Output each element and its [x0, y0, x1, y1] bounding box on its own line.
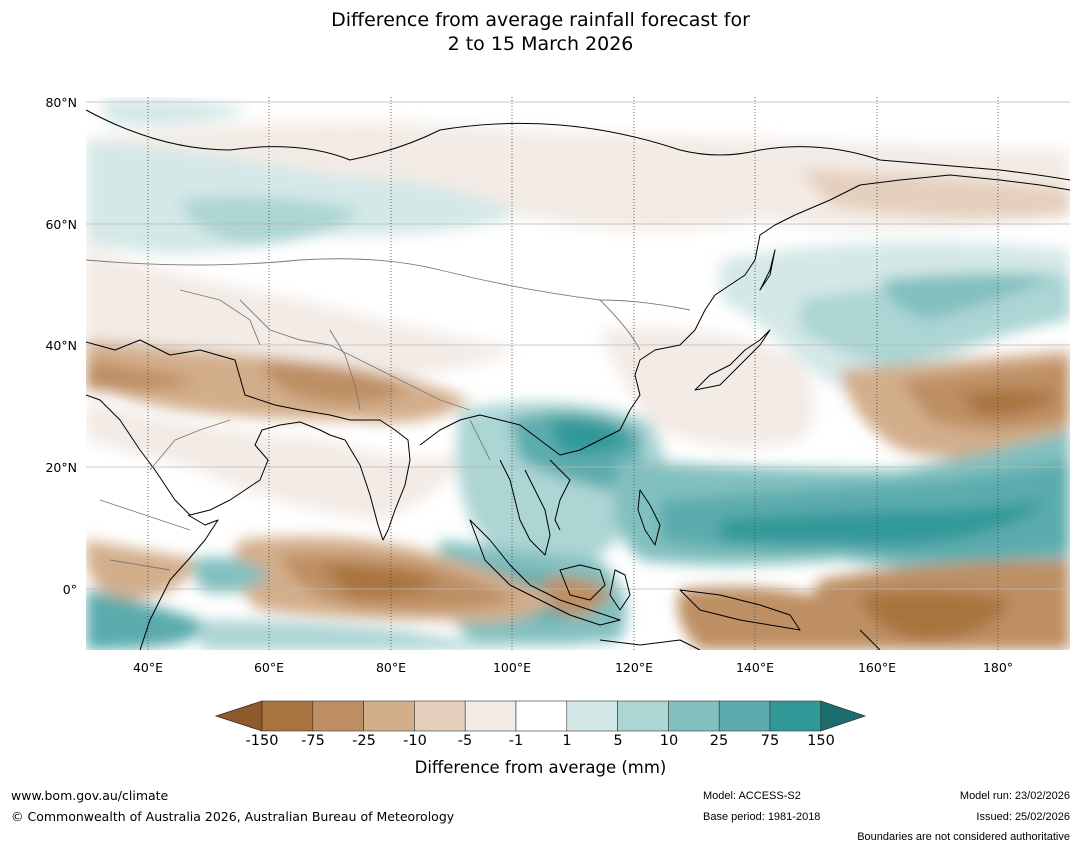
coastlines	[86, 109, 1070, 650]
colorbar-label: -5	[457, 733, 473, 749]
colorbar-title: Difference from average (mm)	[414, 758, 667, 777]
footer-base-period: Base period: 1981-2018	[703, 811, 821, 823]
footer-url[interactable]: www.bom.gov.au/climate	[11, 788, 169, 803]
colorbar-swatch	[414, 700, 466, 732]
lat-label-80n: 80°N	[45, 95, 77, 110]
lon-label-140e: 140°E	[735, 660, 774, 675]
lon-label-60e: 60°E	[253, 660, 285, 675]
lat-label-40n: 40°N	[45, 338, 77, 353]
colorbar-label: -25	[352, 733, 376, 749]
colorbar-label: 150	[807, 733, 835, 749]
lon-label-160e: 160°E	[857, 660, 896, 675]
colorbar-swatch	[668, 700, 720, 732]
colorbar-label: 10	[659, 733, 679, 749]
colorbar	[214, 700, 867, 732]
colorbar-swatch	[617, 700, 669, 732]
country-borders	[86, 258, 691, 571]
colorbar-label: 75	[760, 733, 780, 749]
lon-label-100e: 100°E	[492, 660, 531, 675]
colorbar-swatch	[312, 700, 364, 732]
lat-label-20n: 20°N	[45, 460, 77, 475]
colorbar-label: -1	[508, 733, 524, 749]
footer-copyright: © Commonwealth of Australia 2026, Austra…	[11, 809, 455, 824]
lon-label-80e: 80°E	[375, 660, 407, 675]
lon-label-40e: 40°E	[132, 660, 164, 675]
lat-label-60n: 60°N	[45, 217, 77, 232]
colorbar-swatch	[261, 700, 314, 732]
latitude-gridlines	[86, 101, 1070, 590]
footer-disclaimer: Boundaries are not considered authoritat…	[857, 831, 1070, 843]
colorbar-label: -10	[403, 733, 427, 749]
lat-label-0: 0°	[62, 582, 77, 597]
footer-model: Model: ACCESS-S2	[703, 790, 801, 802]
colorbar-label: 25	[709, 733, 729, 749]
colorbar-swatch	[718, 700, 771, 732]
colorbar-swatch	[515, 700, 568, 732]
anomaly-shading	[86, 98, 1070, 650]
colorbar-swatch	[363, 700, 415, 732]
colorbar-swatch	[769, 700, 822, 732]
colorbar-label: 5	[613, 733, 623, 749]
longitude-gridlines	[147, 97, 999, 650]
colorbar-label: 1	[562, 733, 572, 749]
colorbar-label: -150	[245, 733, 279, 749]
lon-label-120e: 120°E	[614, 660, 653, 675]
colorbar-swatch	[464, 700, 517, 732]
colorbar-extend-high	[820, 700, 867, 732]
colorbar-swatch	[566, 700, 618, 732]
colorbar-extend-low	[214, 700, 263, 732]
footer-issued: Issued: 25/02/2026	[976, 811, 1070, 823]
colorbar-label: -75	[301, 733, 325, 749]
footer-model-run: Model run: 23/02/2026	[959, 790, 1070, 802]
map-title-line1: Difference from average rainfall forecas…	[331, 9, 750, 31]
map-title-line2: 2 to 15 March 2026	[447, 33, 634, 55]
lon-label-180: 180°	[982, 660, 1014, 675]
